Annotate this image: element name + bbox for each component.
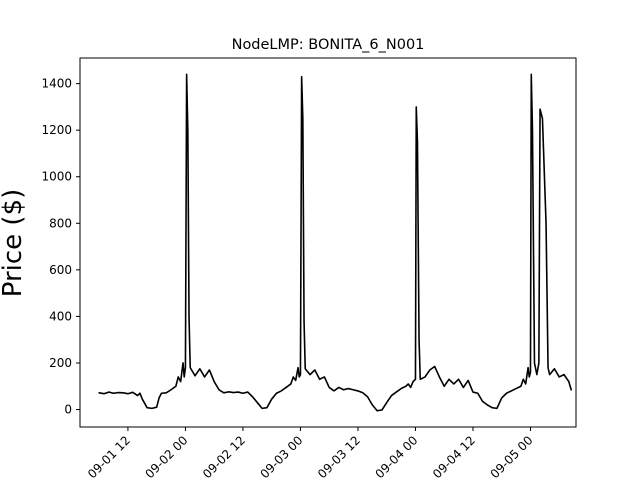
y-tick-label-2: 400	[49, 309, 72, 323]
series-line-0	[98, 73, 573, 412]
plot-frame	[79, 57, 577, 428]
chart-title: NodeLMP: BONITA_6_N001	[232, 37, 425, 53]
y-tick-label-1: 200	[49, 356, 72, 370]
y-tick-label-0: 0	[64, 403, 72, 417]
y-tick-label-3: 600	[49, 263, 72, 277]
series-layer	[98, 73, 573, 412]
y-tick-label-4: 800	[49, 216, 72, 230]
y-tick-label-6: 1200	[41, 123, 72, 137]
y-tick-label-7: 1400	[41, 77, 72, 91]
y-axis-label: Price ($)	[0, 189, 28, 298]
y-tick-label-5: 1000	[41, 170, 72, 184]
y-axis-ticks: 0 200 400 600 800 1000 1200 1400	[41, 77, 80, 417]
